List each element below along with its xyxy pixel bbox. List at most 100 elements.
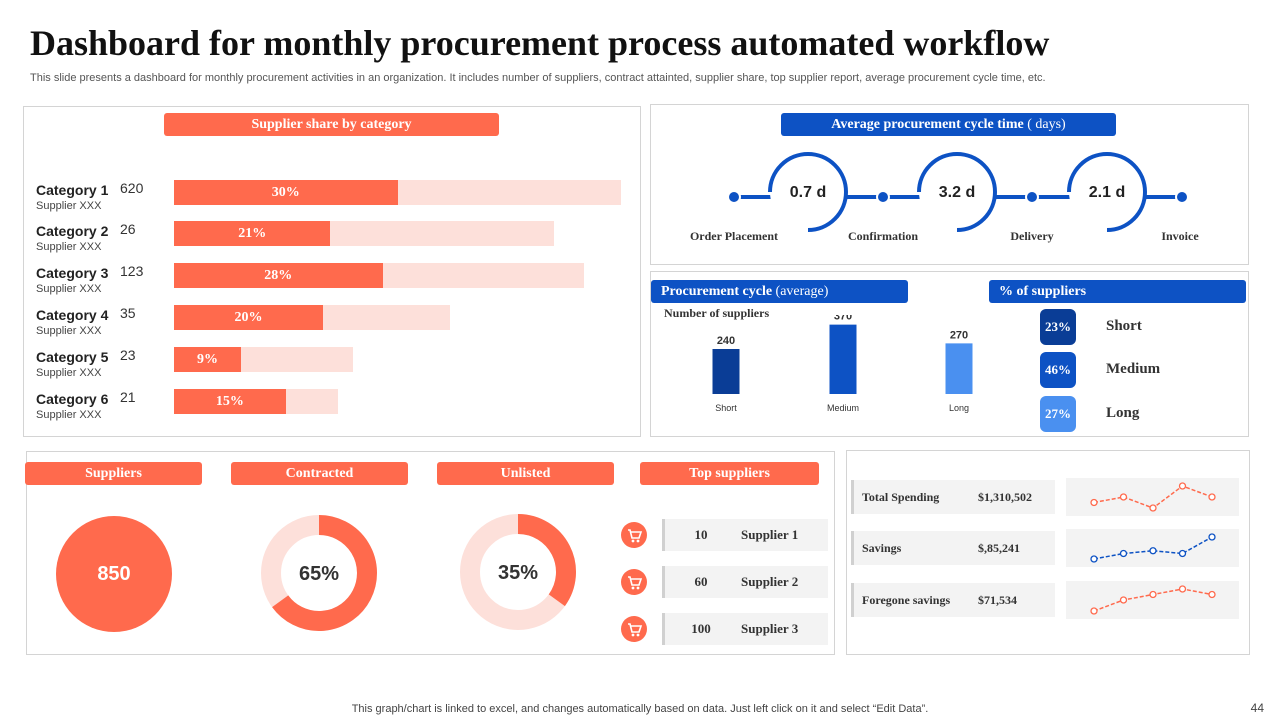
category-name: Category 6 [36, 391, 109, 407]
sparkline-point [1119, 596, 1128, 604]
pct-badge: 27% [1040, 396, 1076, 432]
procurement-cycle-title: Procurement cycle (average) [651, 280, 908, 303]
category-count: 21 [120, 389, 136, 405]
spending-value: $71,534 [978, 593, 1017, 607]
category-row: Category 2 Supplier XXX 26 21% [36, 221, 576, 261]
category-name: Category 5 [36, 349, 109, 365]
unlisted-title: Unlisted [437, 462, 614, 485]
suppliers-title: Suppliers [25, 462, 202, 485]
sparkline-point [1208, 590, 1216, 599]
supplier-count: 10 [694, 527, 708, 542]
sparkline-point [1178, 585, 1187, 593]
sparkline [1090, 482, 1216, 512]
cycle-time-title-unit: ( days) [1023, 117, 1066, 132]
stage-dot-invoice [1175, 190, 1189, 204]
sparkline-point [1149, 590, 1157, 599]
stage-label-order: Order Placement [689, 229, 779, 243]
page-number: 44 [1250, 701, 1264, 715]
category-name: Category 4 [36, 307, 109, 323]
chart-value-label: 370 [834, 315, 852, 323]
sparkline-point [1090, 498, 1098, 507]
chart-category-label: Long [949, 403, 969, 413]
cycle-duration-2: 3.2 d [938, 184, 976, 201]
contracted-title: Contracted [231, 462, 408, 485]
category-sub: Supplier XXX [36, 241, 102, 253]
cycle-duration-1: 0.7 d [789, 184, 827, 201]
supplier-name: Supplier 1 [741, 527, 799, 542]
supplier-count: 100 [691, 621, 711, 636]
sparkline-point [1119, 493, 1128, 501]
cycle-ring-2 [917, 152, 997, 232]
page-title: Dashboard for monthly procurement proces… [30, 23, 1050, 63]
suppliers-circle [56, 516, 172, 632]
cart-icon [621, 522, 647, 548]
category-name: Category 2 [36, 223, 109, 239]
footer-note: This graph/chart is linked to excel, and… [351, 703, 929, 715]
procurement-cycle-title-main: Procurement cycle [661, 284, 773, 299]
pct-label: Short [1106, 318, 1142, 334]
spending-value: $,85,241 [978, 541, 1020, 555]
category-sub: Supplier XXX [36, 200, 102, 212]
chart-value-label: 240 [717, 335, 735, 347]
stage-label-delivery: Delivery [1010, 229, 1054, 243]
spending-label: Savings [862, 541, 902, 555]
chart-bar [945, 343, 973, 394]
top-supplier-row: 100 Supplier 3 [662, 613, 828, 645]
category-bar: 20% [174, 305, 323, 330]
category-row: Category 5 Supplier XXX 23 9% [36, 347, 576, 387]
contracted-donut [261, 515, 377, 631]
category-count: 35 [120, 305, 136, 321]
cycle-time-title-main: Average procurement cycle time [831, 117, 1024, 132]
sparkline-point [1208, 493, 1216, 501]
category-count: 26 [120, 221, 136, 237]
stage-label-invoice: Invoice [1161, 229, 1199, 243]
pct-label: Medium [1106, 361, 1161, 377]
sparkline [1090, 585, 1216, 615]
cycle-duration-3: 2.1 d [1088, 184, 1126, 201]
chart-value-label: 270 [950, 329, 968, 341]
procurement-cycle-title-unit: (average) [772, 284, 829, 299]
contracted-value: 65% [298, 563, 340, 585]
top-supplier-row: 60 Supplier 2 [662, 566, 828, 598]
category-bar: 30% [174, 180, 398, 205]
cycle-time-diagram [727, 152, 1189, 232]
procurement-cycle-chart: 240 Short 370 Medium 270 Long [712, 315, 973, 413]
category-count: 123 [120, 263, 144, 279]
sparkline [1090, 533, 1216, 563]
cycle-ring-1 [768, 152, 848, 232]
category-row: Category 1 Supplier XXX 620 30% [36, 180, 621, 220]
spending-kpi: Foregone savings $71,534 [851, 583, 1055, 617]
spending-kpi: Savings $,85,241 [851, 531, 1055, 565]
sparkline-point [1178, 482, 1187, 490]
supplier-name: Supplier 2 [741, 574, 799, 589]
cart-icon [621, 569, 647, 595]
category-sub: Supplier XXX [36, 367, 102, 379]
spending-kpi: Total Spending $1,310,502 [851, 480, 1055, 514]
pct-badge: 46% [1040, 352, 1076, 388]
category-bar: 21% [174, 221, 331, 246]
category-bar: 28% [174, 263, 383, 288]
stage-label-confirmation: Confirmation [848, 229, 918, 243]
unlisted-value: 35% [497, 562, 539, 584]
sparkline-box [1066, 581, 1239, 619]
pct-badge: 23% [1040, 309, 1076, 345]
top-suppliers-title: Top suppliers [640, 462, 819, 485]
chart-category-label: Medium [827, 403, 859, 413]
stage-dot-delivery [1025, 190, 1039, 204]
category-row: Category 4 Supplier XXX 35 20% [36, 305, 576, 345]
spending-label: Total Spending [862, 490, 940, 504]
pct-suppliers-title: % of suppliers [989, 280, 1246, 303]
donut-segment [272, 515, 377, 631]
category-name: Category 1 [36, 182, 109, 198]
spending-label: Foregone savings [862, 593, 951, 607]
supplier-name: Supplier 3 [741, 621, 799, 636]
sparkline-point [1208, 533, 1216, 541]
sparkline-point [1090, 555, 1098, 563]
cart-icon [621, 616, 647, 642]
category-count: 620 [120, 180, 144, 196]
chart-bar [829, 324, 857, 394]
suppliers-value: 850 [97, 563, 131, 585]
top-supplier-row: 10 Supplier 1 [662, 519, 828, 551]
unlisted-donut [460, 514, 576, 630]
category-sub: Supplier XXX [36, 325, 102, 337]
